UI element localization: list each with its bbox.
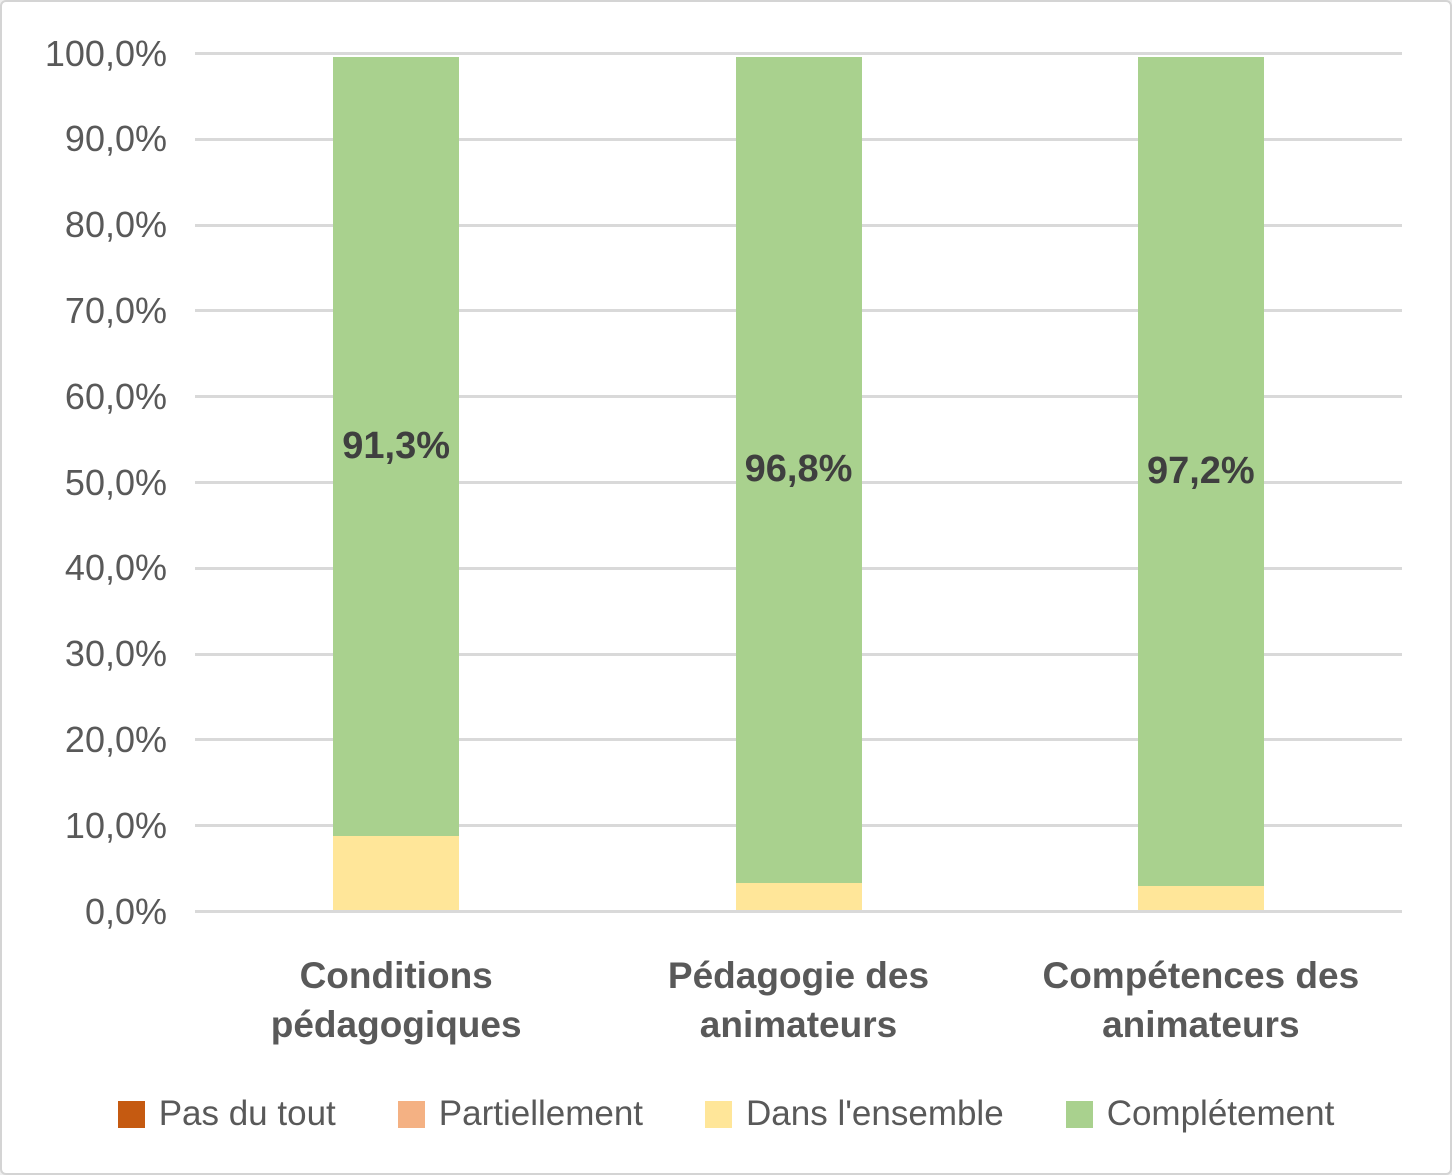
y-axis-tick-label: 50,0% [64, 461, 167, 503]
bar-segment-compl-tement: 96,8% [735, 57, 862, 883]
y-axis-tick-label: 30,0% [64, 633, 167, 675]
gridline-0 [195, 910, 1402, 913]
bar-2: 96,8% [735, 57, 862, 910]
y-axis-tick-label: 20,0% [64, 718, 167, 760]
legend-item-compl-tement: Complétement [1065, 1094, 1335, 1134]
data-label: 96,8% [744, 448, 853, 491]
legend-swatch-icon [705, 1100, 733, 1128]
x-axis-category-label: Compétences des animateurs [1042, 955, 1360, 1045]
data-label: 97,2% [1146, 450, 1255, 493]
x-axis-category-label: Conditions pédagogiques [270, 955, 522, 1045]
y-axis-tick-label: 10,0% [64, 804, 167, 846]
y-axis-tick-label: 90,0% [64, 118, 167, 160]
bar-segment-dans-l-ensemble [735, 882, 862, 910]
bar-segment-compl-tement: 97,2% [1137, 57, 1264, 887]
legend-item-partiellement: Partiellement [397, 1094, 644, 1134]
plot-area: 91,3% 96,8% 97,2% [195, 52, 1402, 913]
legend-label: Pas du tout [158, 1094, 336, 1133]
legend-label: Complétement [1106, 1094, 1335, 1133]
legend-label: Partiellement [438, 1094, 644, 1133]
y-axis-tick-label: 80,0% [64, 204, 167, 246]
legend-label: Dans l'ensemble [746, 1094, 1004, 1133]
y-axis-tick-label: 100,0% [44, 32, 167, 74]
y-axis: 0,0% 10,0% 20,0% 30,0% 40,0% 50,0% 60,0% 70,0% 8… [2, 2, 167, 1173]
bar-segment-compl-tement: 91,3% [333, 57, 460, 836]
bar-segment-dans-l-ensemble [1137, 886, 1264, 910]
x-axis: Conditions pédagogiques Pédagogie des ani… [2, 943, 1450, 1063]
bar-3: 97,2% [1137, 57, 1264, 910]
bar-segment-dans-l-ensemble [333, 835, 460, 910]
y-axis-tick-label: 40,0% [64, 547, 167, 589]
gridline-100 [195, 52, 1402, 55]
y-axis-tick-label: 70,0% [64, 289, 167, 331]
legend-swatch-icon [117, 1100, 145, 1128]
legend: Pas du tout Partiellement Dans l'ensemble C… [2, 1084, 1450, 1144]
bar-1: 91,3% [333, 57, 460, 910]
data-label: 91,3% [342, 424, 451, 467]
legend-swatch-icon [397, 1100, 425, 1128]
x-axis-category-label: Pédagogie des animateurs [667, 955, 930, 1045]
legend-item-dans-l-ensemble: Dans l'ensemble [705, 1094, 1004, 1134]
legend-swatch-icon [1065, 1100, 1093, 1128]
legend-item-pas-du-tout: Pas du tout [117, 1094, 336, 1134]
y-axis-tick-label: 0,0% [84, 890, 167, 932]
y-axis-tick-label: 60,0% [64, 375, 167, 417]
